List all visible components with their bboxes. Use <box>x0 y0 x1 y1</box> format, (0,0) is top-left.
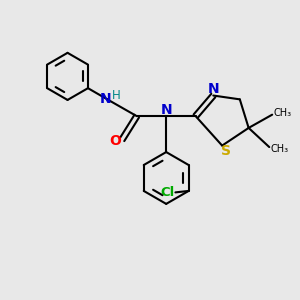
Text: N: N <box>100 92 112 106</box>
Text: CH₃: CH₃ <box>274 108 292 118</box>
Text: N: N <box>160 103 172 117</box>
Text: S: S <box>221 144 231 158</box>
Text: N: N <box>208 82 219 96</box>
Text: H: H <box>112 89 121 102</box>
Text: O: O <box>110 134 122 148</box>
Text: CH₃: CH₃ <box>271 143 289 154</box>
Text: Cl: Cl <box>160 186 174 199</box>
